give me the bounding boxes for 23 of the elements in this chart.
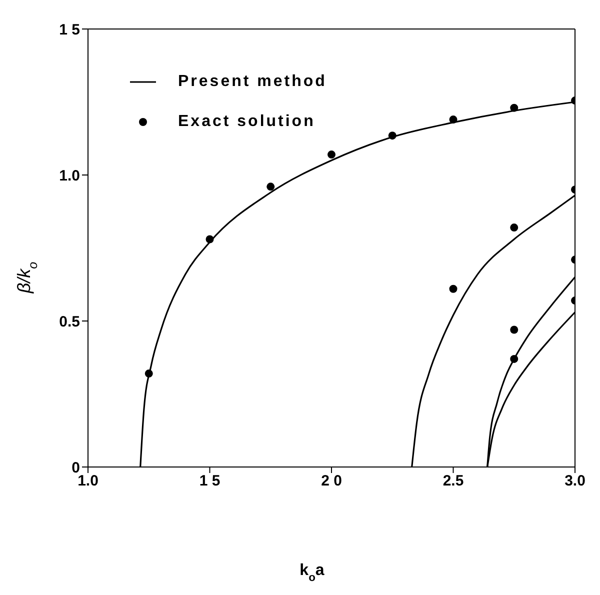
legend-label: Present method <box>178 73 327 91</box>
point <box>510 224 518 232</box>
x-tick-label: 1.0 <box>78 472 98 490</box>
x-axis-title: k$_{o}$a <box>300 562 324 584</box>
x-tick-label: 2 0 <box>321 472 342 490</box>
point <box>449 116 458 124</box>
x-tick-label: 1 5 <box>199 472 220 490</box>
point <box>206 235 214 244</box>
point <box>266 182 275 191</box>
point <box>510 354 518 363</box>
point <box>510 326 518 334</box>
y-tick-label: 1.0 <box>59 167 80 184</box>
legend-label: Exact solution <box>178 113 316 131</box>
x-tick-label: 3.0 <box>564 472 586 490</box>
y-tick-label: 0.5 <box>59 313 80 330</box>
point <box>328 150 336 159</box>
y-tick-label: 0 <box>72 459 80 476</box>
point <box>388 132 396 140</box>
y-tick-label: 1 5 <box>59 21 80 38</box>
point <box>144 370 153 378</box>
point <box>449 284 458 293</box>
x-tick-label: 2.5 <box>442 472 464 490</box>
point <box>510 104 518 112</box>
